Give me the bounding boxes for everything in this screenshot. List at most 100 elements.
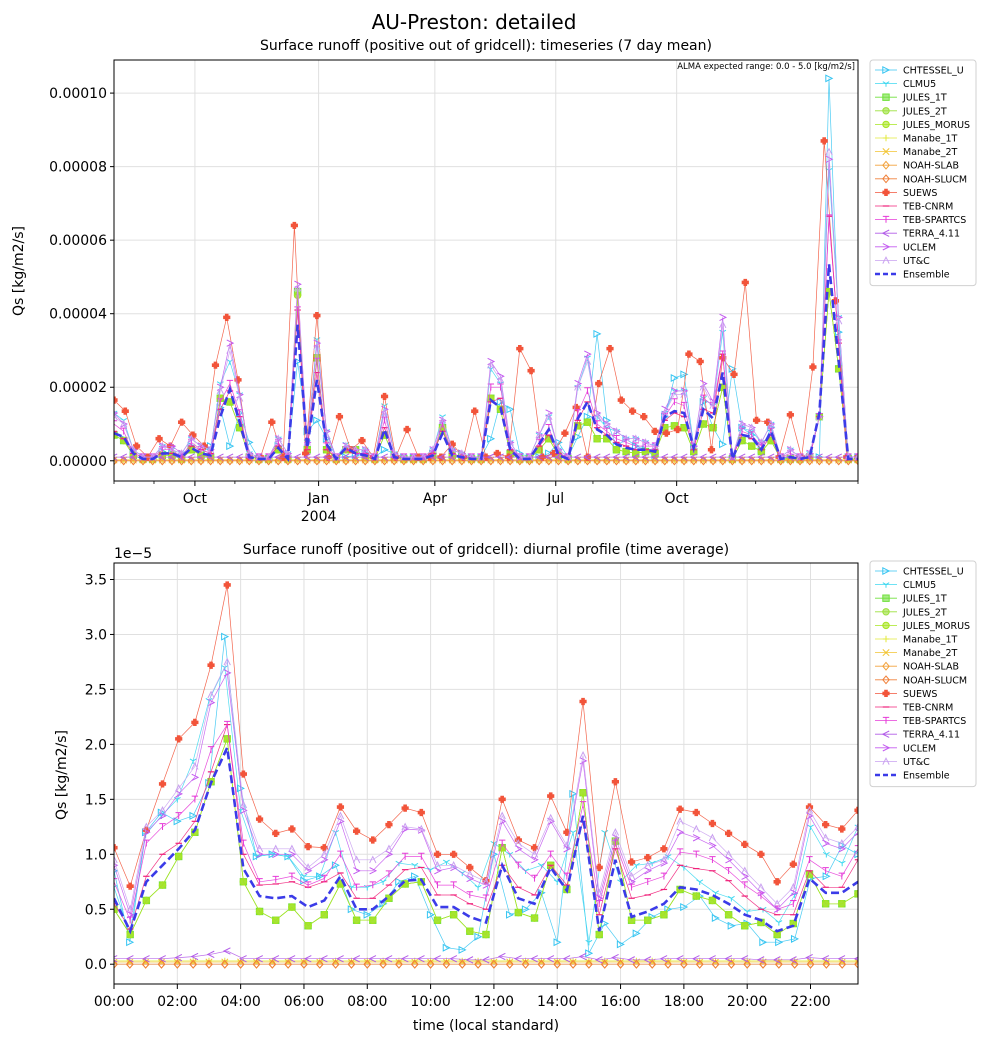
data-point-JULES_MORUS [724,911,733,919]
data-point-TEB-SPARTCS [574,409,581,417]
data-point-UT&C [632,434,640,443]
data-point-SUEWS [335,413,344,421]
data-point-UT&C [574,382,582,391]
data-point-NOAH-SLUCM [585,959,593,969]
data-point-TEB-SPARTCS [709,856,716,863]
data-point-UT&C [320,849,328,858]
data-point-SUEWS [692,808,700,817]
diurnal-title: Surface runoff (positive out of gridcell… [243,542,729,558]
data-point-UT&C [191,762,199,770]
y-tick-label: 1.5 [85,792,107,808]
data-point-SUEWS [579,697,587,706]
data-point-SUEWS [417,808,425,817]
data-point-SUEWS [707,446,716,454]
data-point-TERRA_4.11 [505,453,514,461]
data-point-SUEWS [561,429,569,437]
data-point-SUEWS [255,815,264,823]
data-point-TERRA_4.11 [689,453,698,461]
data-point-UCLEM [434,867,442,875]
data-point-UT&C [719,320,727,329]
data-point-CHTESSEL_U [411,872,420,881]
data-point-UCLEM [126,911,135,919]
data-point-TEB-SPARTCS [207,746,215,754]
timeseries-ylabel: Qs [kg/m2/s] [11,226,27,316]
legend-marker [882,188,890,196]
data-point-JULES_MORUS [449,911,458,919]
legend-label: Ensemble [903,771,950,782]
data-point-NOAH-SLUCM [790,959,799,969]
data-point-SUEWS [380,392,389,401]
legend-label: JULES_2T [902,607,947,618]
legend-marker [882,215,890,223]
x-tick-label: 06:00 [284,994,324,1010]
data-point-TERRA_4.11 [772,956,781,964]
series-line-TERRA_4.11 [114,950,858,961]
legend-label: Manabe_2T [903,648,958,659]
data-point-SUEWS [207,661,215,669]
data-point-SUEWS [234,376,242,384]
data-point-UCLEM [272,850,281,858]
data-point-UCLEM [256,850,264,858]
data-point-TERRA_4.11 [319,955,328,963]
y-tick-label: 3.5 [85,572,107,588]
data-point-CLMU5 [300,873,308,880]
data-point-SUEWS [676,805,684,813]
data-point-TERRA_4.11 [351,453,359,461]
data-point-TERRA_4.11 [174,953,183,962]
data-point-JULES_MORUS [320,911,328,919]
data-point-UT&C [545,412,553,421]
data-point-SUEWS [369,836,377,844]
data-point-UT&C [651,441,659,450]
data-point-NOAH-SLUCM [363,959,372,969]
data-point-JULES_MORUS [644,916,652,924]
x-tick-label: 16:00 [600,994,640,1010]
data-point-CLMU5 [189,758,197,765]
data-point-JULES_MORUS [352,916,361,924]
series-line-Ensemble [114,743,858,935]
series-line-JULES_2T [114,738,858,936]
data-point-TERRA_4.11 [718,453,727,461]
data-point-UT&C [612,427,621,435]
data-point-NOAH-SLUCM [616,959,625,969]
data-point-UT&C [535,430,543,439]
y-tick-label: 0.00004 [49,307,107,323]
data-point-SUEWS [313,311,321,320]
data-point-UT&C [272,844,280,853]
data-point-CHTESSEL_U [331,861,340,870]
data-point-TERRA_4.11 [747,453,756,461]
data-point-TERRA_4.11 [196,453,205,461]
data-point-SUEWS [644,853,652,862]
data-point-TEB-SPARTCS [854,845,858,852]
data-point-UCLEM [822,839,830,847]
data-point-SUEWS [304,842,312,851]
plot-frame [113,562,859,985]
data-point-UT&C [644,860,652,869]
data-point-TERRA_4.11 [416,955,425,963]
data-point-TEB-SPARTCS [579,801,587,809]
data-point-TEB-SPARTCS [159,823,166,831]
data-point-TERRA_4.11 [190,952,199,961]
data-point-JULES_MORUS [821,900,830,908]
data-point-JULES_MORUS [595,930,603,939]
data-point-SUEWS [627,858,636,866]
data-point-JULES_MORUS [514,908,523,917]
data-point-SUEWS [640,413,648,421]
data-point-UCLEM [644,867,653,875]
data-point-TEB-SPARTCS [240,839,247,847]
data-point-TERRA_4.11 [691,955,700,963]
legend-label: UT&C [903,256,930,267]
series-line-CHTESSEL_U [114,78,858,460]
data-point-UT&C [313,342,321,351]
data-point-TERRA_4.11 [621,453,630,461]
data-point-TERRA_4.11 [438,453,446,461]
data-point-NOAH-SLUCM [442,959,451,969]
data-point-TEB-SPARTCS [748,431,755,439]
data-point-UT&C [825,147,833,156]
data-point-UT&C [226,346,234,354]
legend-label: CHTESSEL_U [903,66,964,77]
series-line-UCLEM [114,671,858,917]
data-point-NOAH-SLUCM [315,959,324,969]
data-point-JULES_MORUS [660,911,668,919]
data-point-CHTESSEL_U [173,817,182,826]
data-point-UT&C [547,813,555,822]
